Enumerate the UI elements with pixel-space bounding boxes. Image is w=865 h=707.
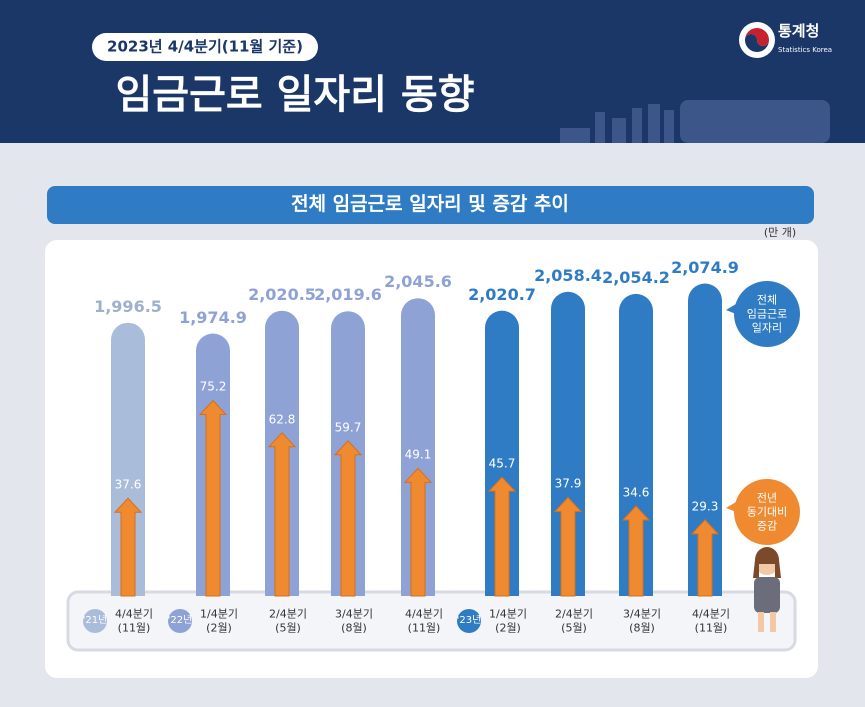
unit: (만 개) xyxy=(763,226,797,240)
legend-bubble xyxy=(734,479,800,545)
bar xyxy=(401,298,435,596)
change-arrow xyxy=(403,467,433,597)
legend-pointer xyxy=(726,304,736,314)
value-label: 2,074.9 xyxy=(671,257,739,277)
org: 통계청 xyxy=(778,22,819,40)
figure xyxy=(753,547,781,632)
x-tick-label: 3/4분기 (8월) xyxy=(623,607,661,634)
year-label: '21년 xyxy=(82,614,108,626)
value-label: 1,996.5 xyxy=(94,296,162,316)
value-label: 2,020.5 xyxy=(248,284,316,304)
x-tick-label: 4/4분기 (11월) xyxy=(115,607,153,634)
value-label: 2,054.2 xyxy=(602,267,670,287)
change-label: 75.2 xyxy=(199,379,227,394)
change-label: 49.1 xyxy=(404,447,432,462)
bar xyxy=(485,310,519,596)
value-label: 2,045.6 xyxy=(384,272,452,292)
x-tick-label: 1/4분기 (2월) xyxy=(200,607,238,634)
skyline xyxy=(560,100,830,143)
legend-bubble xyxy=(734,281,800,347)
change-label: 29.3 xyxy=(691,499,719,514)
value-label: 2,020.7 xyxy=(468,284,536,304)
change-arrow xyxy=(198,399,228,597)
change-arrow xyxy=(487,476,517,597)
change-label: 37.9 xyxy=(554,476,582,491)
chart-title: 전체 임금근로 일자리 및 증감 추이 xyxy=(291,193,569,216)
change-arrow xyxy=(333,440,363,597)
change-label: 37.6 xyxy=(114,477,142,492)
logo-mark xyxy=(745,34,769,52)
bar xyxy=(551,291,585,596)
year-label: '23년 xyxy=(456,614,482,626)
year-badge xyxy=(457,609,481,633)
x-tick-label: 3/4분기 (8월) xyxy=(335,607,373,634)
change-arrow xyxy=(553,496,583,597)
value-label: 1,974.9 xyxy=(179,307,247,327)
year-badge xyxy=(168,609,192,633)
x-tick-label: 4/4분기 (11월) xyxy=(405,607,443,634)
change-label: 45.7 xyxy=(488,456,516,471)
change-label: 34.6 xyxy=(622,485,650,500)
change-arrow xyxy=(621,505,651,597)
change-label: 62.8 xyxy=(268,412,296,427)
badge-text: 2023년 4/4분기(11월 기준) xyxy=(107,37,303,56)
legend-label: 전체 임금근로 일자리 xyxy=(746,293,788,334)
page-title: 임금근로 일자리 동향 xyxy=(115,72,475,118)
change-label: 59.7 xyxy=(334,420,362,435)
legend-label: 전년 동기대비 증감 xyxy=(746,491,788,532)
change-arrow xyxy=(267,431,297,597)
year-label: '22년 xyxy=(167,614,193,626)
change-arrow xyxy=(690,519,720,597)
bar xyxy=(688,283,722,596)
title-bar xyxy=(47,186,814,224)
badge xyxy=(92,33,318,61)
org-en: Statistics Korea xyxy=(778,46,832,54)
value-label: 2,058.4 xyxy=(534,265,602,285)
logo-mark xyxy=(745,28,769,46)
legend-pointer xyxy=(726,502,736,512)
x-tick-label: 2/4분기 (5월) xyxy=(269,607,307,634)
change-arrow xyxy=(113,497,143,597)
bar xyxy=(111,322,145,596)
x-tick-label: 4/4분기 (11월) xyxy=(692,607,730,634)
value-label: 2,019.6 xyxy=(314,285,382,305)
x-tick-label: 1/4분기 (2월) xyxy=(489,607,527,634)
x-tick-label: 2/4분기 (5월) xyxy=(555,607,593,634)
year-badge xyxy=(83,609,107,633)
